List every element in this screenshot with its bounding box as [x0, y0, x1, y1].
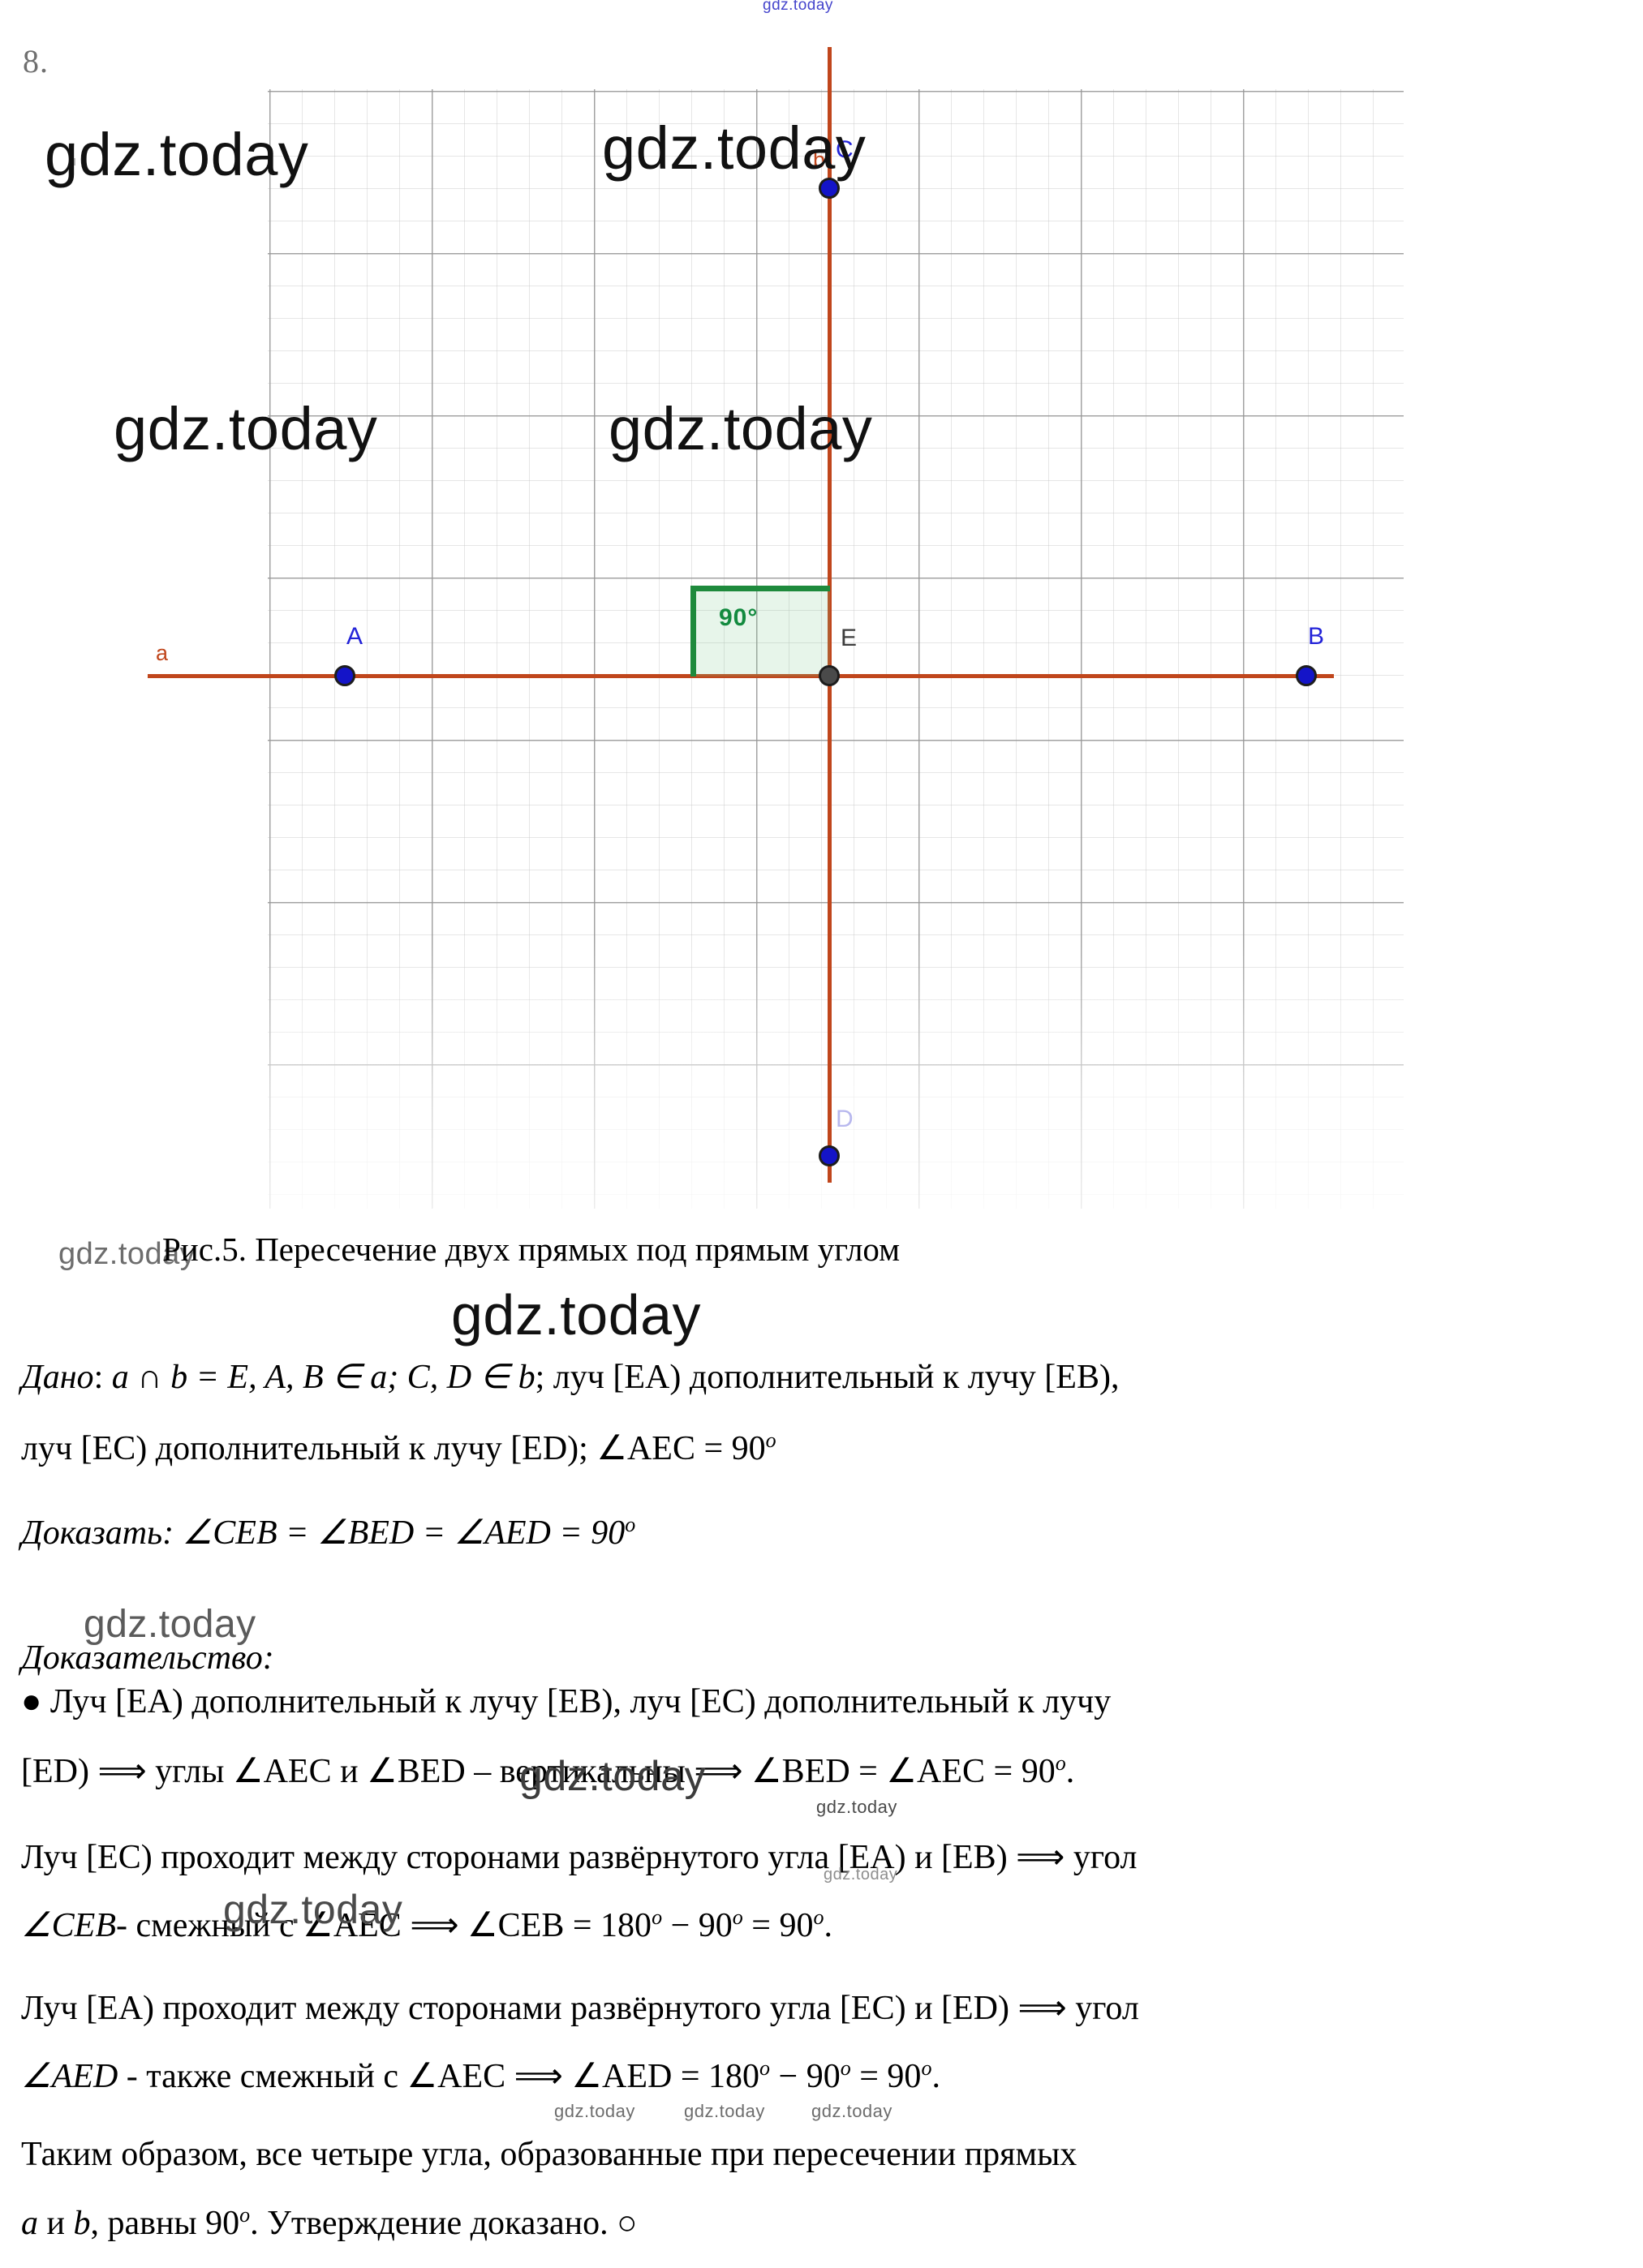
- proof-label: Доказательство:: [21, 1639, 274, 1677]
- point-c-label: C: [836, 136, 854, 163]
- conclusion-tail: . Утверждение доказано. ○: [250, 2205, 638, 2242]
- proof-bullet: ●: [21, 1683, 42, 1720]
- proof-p3-angle: ∠AED: [21, 2058, 118, 2095]
- proof-p2-period: .: [824, 1907, 832, 1944]
- given-colon: :: [93, 1359, 112, 1396]
- watermark-top: gdz.today: [763, 0, 833, 14]
- prove-math: : ∠CEB = ∠BED = ∠AED = 90: [162, 1514, 626, 1552]
- watermark: gdz.today: [824, 1866, 898, 1884]
- conclusion-text: , равны 90: [90, 2205, 240, 2242]
- proof-p2-line-2: ∠CEB- смежный с ∠AEC ⟹ ∠CEB = 180o − 90o…: [21, 1905, 832, 1945]
- proof-p2-angle: ∠CEB: [21, 1907, 116, 1944]
- line-b: [828, 47, 832, 1183]
- point-e-label: E: [841, 625, 858, 651]
- watermark: gdz.today: [684, 2101, 765, 2121]
- right-angle-marker: [690, 586, 830, 677]
- point-b-label: B: [1308, 623, 1325, 650]
- proof-p2-text: - смежный с ∠AEC ⟹ ∠CEB = 180: [115, 1907, 652, 1944]
- proof-p3-line-1: Луч [EA) проходит между сторонами развёр…: [21, 1990, 1139, 2027]
- line-a-label: a: [156, 641, 169, 665]
- given-line-1: Дано: a ∩ b = E, A, B ∈ a; C, D ∈ b; луч…: [21, 1356, 1119, 1397]
- conclusion-and: и: [38, 2205, 74, 2242]
- proof-p2-text-3: = 90: [742, 1907, 814, 1944]
- proof-p1-tail: .: [1065, 1753, 1075, 1790]
- given-line-2: луч [EC) дополнительный к лучу [ED); ∠AE…: [21, 1428, 776, 1468]
- point-d-label: D: [836, 1106, 854, 1132]
- proof-p2-degree-1: o: [652, 1905, 663, 1929]
- proof-p2-degree-3: o: [813, 1905, 824, 1929]
- proof-p1-line-1: ● Луч [EA) дополнительный к лучу [EB), л…: [21, 1682, 1111, 1721]
- watermark: gdz.today: [554, 2101, 635, 2121]
- proof-p3-text: - также смежный с ∠AEC ⟹ ∠AED = 180: [118, 2058, 760, 2095]
- given-label: Дано: [21, 1359, 94, 1396]
- conclusion-degree: o: [239, 2203, 251, 2227]
- point-a: [334, 665, 355, 686]
- line-b-label: b: [813, 148, 826, 172]
- conclusion-line-a: a: [21, 2205, 38, 2242]
- grid-major: [268, 89, 1404, 1209]
- angle-value-label: 90°: [719, 604, 759, 631]
- conclusion-line-1: Таким образом, все четыре угла, образова…: [21, 2136, 1077, 2173]
- watermark: gdz.today: [609, 395, 873, 462]
- line-a: [148, 674, 1334, 678]
- watermark: gdz.today: [223, 1887, 403, 1932]
- point-c: [819, 178, 840, 199]
- stray-mark: [71, 158, 75, 165]
- prove-line: Доказать: ∠CEB = ∠BED = ∠AED = 90o: [21, 1512, 635, 1553]
- watermark: gdz.today: [114, 395, 378, 462]
- watermark: gdz.today: [45, 121, 309, 188]
- figure-caption: Рис.5. Пересечение двух прямых под прямы…: [162, 1231, 901, 1268]
- given-tail-1: ; луч [EA) дополнительный к лучу [EB),: [535, 1359, 1120, 1396]
- watermark: gdz.today: [58, 1237, 196, 1271]
- proof-p1-text-2: [ED) ⟹ углы ∠AEC и ∠BED – вертикальны ⟹ …: [21, 1753, 1056, 1790]
- watermark: gdz.today: [84, 1603, 256, 1646]
- watermark: gdz.today: [519, 1753, 706, 1800]
- proof-p3-period: .: [931, 2058, 940, 2095]
- proof-p1-degree: o: [1055, 1751, 1066, 1775]
- point-b: [1296, 665, 1317, 686]
- point-d: [819, 1145, 840, 1166]
- proof-p1-text-1: Луч [EA) дополнительный к лучу [EB), луч…: [49, 1683, 1112, 1720]
- proof-p2-text-2: − 90: [662, 1907, 733, 1944]
- proof-p3-degree-3: o: [921, 2056, 932, 2080]
- proof-p2-line-1: Луч [EC) проходит между сторонами развёр…: [21, 1839, 1138, 1876]
- watermark: gdz.today: [602, 114, 867, 182]
- problem-number: 8.: [23, 43, 49, 79]
- given-degree-1: o: [765, 1428, 776, 1452]
- proof-p3-text-3: = 90: [850, 2058, 922, 2095]
- point-a-label: A: [346, 623, 363, 650]
- proof-p3-degree-1: o: [759, 2056, 771, 2080]
- prove-label: Доказать: [21, 1514, 163, 1552]
- watermark: gdz.today: [811, 2101, 892, 2121]
- given-math-1: a ∩ b = E, A, B ∈ a; C, D ∈ b: [111, 1359, 535, 1396]
- prove-degree: o: [625, 1513, 636, 1536]
- geometry-figure: a b 90° A B C D E: [148, 47, 1404, 1209]
- conclusion-line-b: b: [73, 2205, 91, 2242]
- point-e: [819, 665, 840, 686]
- watermark: gdz.today: [816, 1797, 897, 1817]
- proof-p3-degree-2: o: [840, 2056, 851, 2080]
- proof-p3-text-2: − 90: [770, 2058, 841, 2095]
- given-math-2: луч [EC) дополнительный к лучу [ED); ∠AE…: [21, 1430, 766, 1467]
- conclusion-line-2: a и b, равны 90o. Утверждение доказано. …: [21, 2203, 637, 2243]
- proof-p1-line-2: [ED) ⟹ углы ∠AEC и ∠BED – вертикальны ⟹ …: [21, 1750, 1074, 1791]
- proof-p2-degree-2: o: [732, 1905, 743, 1929]
- watermark: gdz.today: [451, 1283, 702, 1347]
- proof-p3-line-2: ∠AED - также смежный с ∠AEC ⟹ ∠AED = 180…: [21, 2055, 940, 2096]
